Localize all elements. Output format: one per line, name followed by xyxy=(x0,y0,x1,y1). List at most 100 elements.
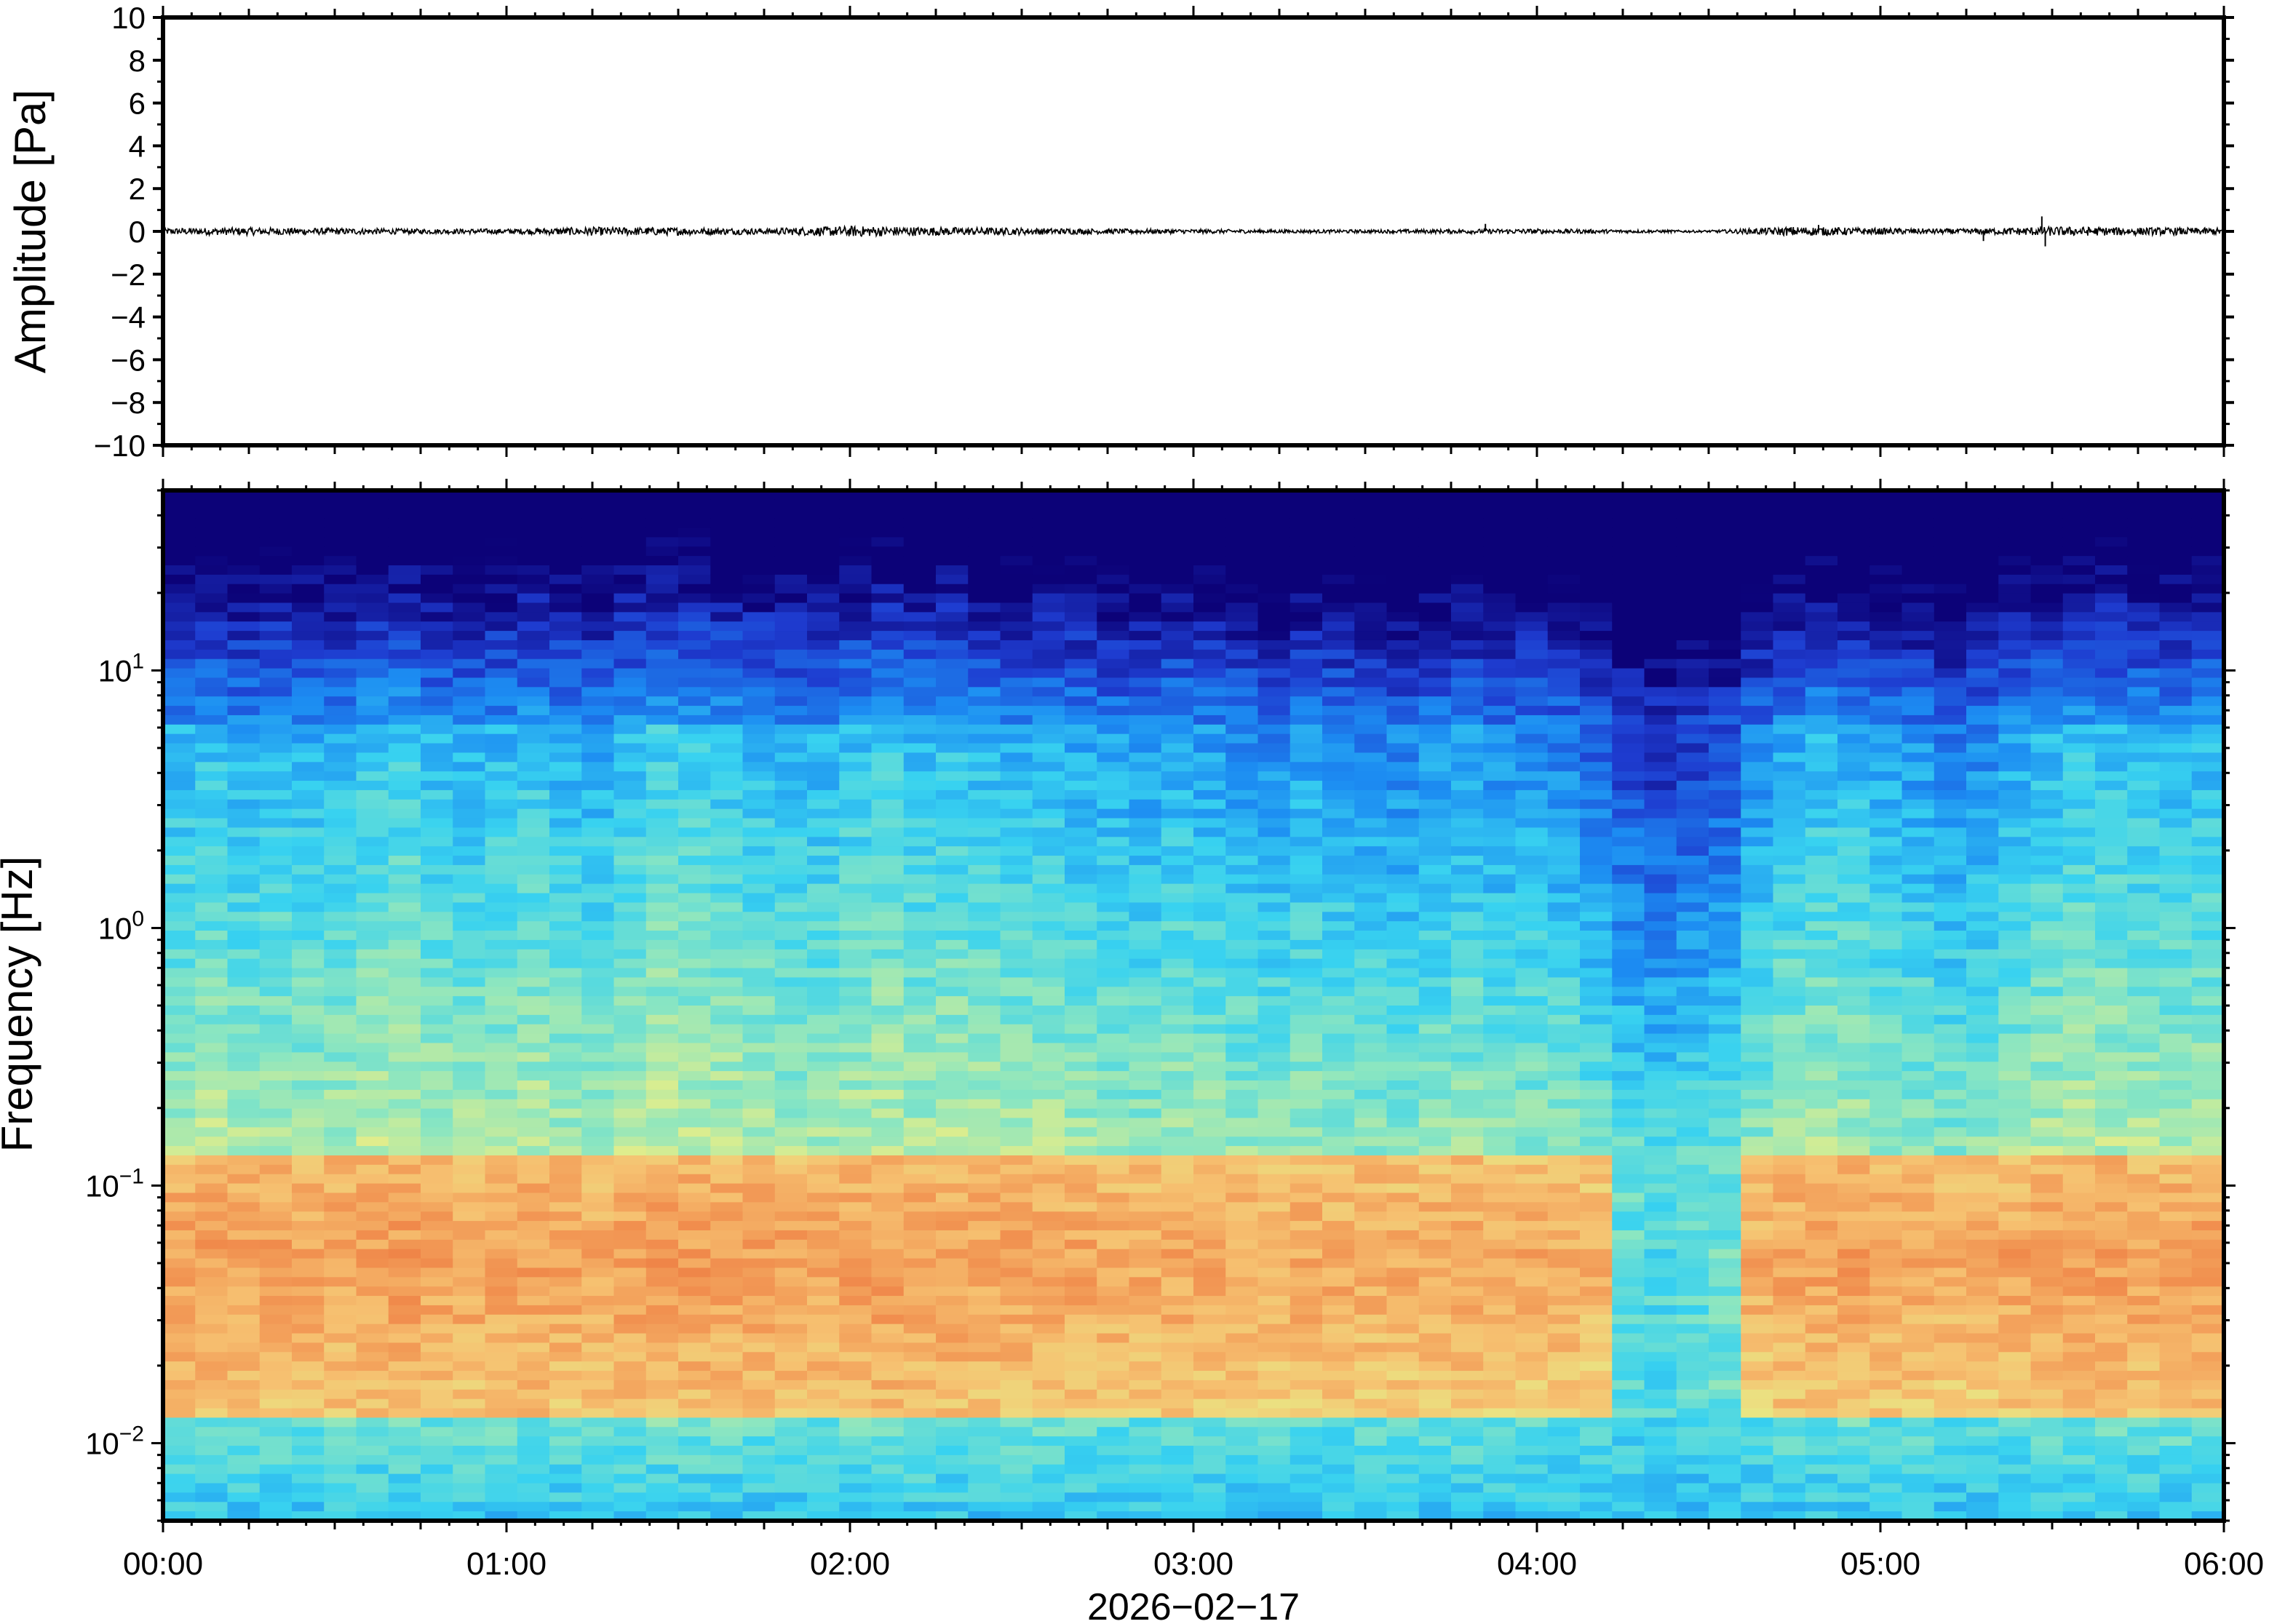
spectrogram-cell xyxy=(1032,1043,1065,1053)
spectrogram-cell xyxy=(227,781,261,791)
spectrogram-cell xyxy=(839,856,873,866)
spectrogram-cell xyxy=(613,528,647,538)
spectrogram-cell xyxy=(1451,799,1484,810)
spectrogram-cell xyxy=(903,1024,937,1035)
spectrogram-cell xyxy=(259,1193,293,1203)
spectrogram-cell xyxy=(968,789,1001,800)
spectrogram-cell xyxy=(1129,1352,1162,1362)
spectrogram-cell xyxy=(710,499,744,510)
spectrogram-cell xyxy=(388,771,421,781)
spectrogram-cell xyxy=(742,1127,776,1137)
spectrogram-cell xyxy=(1257,649,1291,660)
spectrogram-cell xyxy=(1225,593,1259,604)
spectrogram-cell xyxy=(195,546,229,557)
spectrogram-cell xyxy=(581,1033,615,1044)
spectrogram-cell xyxy=(678,1464,711,1475)
spectrogram-cell xyxy=(968,1258,1001,1269)
spectrogram-cell xyxy=(1257,556,1291,566)
spectrogram-cell xyxy=(388,1014,421,1025)
spectrogram-cell xyxy=(1354,1258,1388,1269)
spectrogram-cell xyxy=(1129,687,1162,697)
spectrogram-cell xyxy=(227,584,261,594)
spectrogram-cell xyxy=(710,1305,744,1315)
spectrogram-cell xyxy=(1161,864,1194,875)
spectrogram-cell xyxy=(485,864,518,875)
spectrogram-cell xyxy=(453,1446,486,1456)
spectrogram-cell xyxy=(581,499,615,510)
spectrogram-cell xyxy=(774,1277,808,1287)
spectrogram-cell xyxy=(1000,808,1033,819)
spectrogram-cell xyxy=(227,696,261,706)
spectrogram-cell xyxy=(1451,1305,1484,1315)
spectrogram-cell xyxy=(1161,1492,1194,1502)
spectrogram-cell xyxy=(1065,687,1097,697)
spectrogram-cell xyxy=(259,883,293,894)
spectrogram-cell xyxy=(1097,574,1130,585)
spectrogram-cell xyxy=(710,677,744,688)
spectrogram-cell xyxy=(1032,1267,1065,1278)
spectrogram-cell xyxy=(356,1089,389,1100)
spectrogram-cell xyxy=(1386,1333,1420,1344)
spectrogram-cell xyxy=(485,1305,518,1315)
spectrogram-cell xyxy=(1161,556,1194,566)
spectrogram-cell xyxy=(1225,1408,1259,1418)
spectrogram-cell xyxy=(292,490,325,501)
spectrogram-cell xyxy=(807,1137,840,1147)
spectrogram-cell xyxy=(1418,1155,1452,1166)
spectrogram-cell xyxy=(356,808,389,819)
spectrogram-cell xyxy=(421,939,453,950)
spectrogram-cell xyxy=(421,1043,453,1053)
spectrogram-cell xyxy=(1418,1221,1452,1231)
spectrogram-cell xyxy=(645,893,679,903)
spectrogram-cell xyxy=(1097,621,1130,632)
spectrogram-cell xyxy=(1354,602,1388,613)
spectrogram-cell xyxy=(324,1483,357,1493)
spectrogram-cell xyxy=(1032,1352,1065,1362)
spectrogram-cell xyxy=(1161,1099,1194,1110)
spectrogram-cell xyxy=(645,1071,679,1081)
spectrogram-cell xyxy=(1065,1006,1097,1016)
spectrogram-cell xyxy=(1000,1436,1033,1446)
spectrogram-cell xyxy=(1032,649,1065,660)
spectrogram-cell xyxy=(613,640,647,650)
spectrogram-cell xyxy=(1386,1342,1420,1353)
spectrogram-cell xyxy=(1290,799,1323,810)
spectrogram-cell xyxy=(453,696,486,706)
spectrogram-cell xyxy=(1290,602,1323,613)
spectrogram-cell xyxy=(549,939,582,950)
spectrogram-cell xyxy=(453,1314,486,1325)
spectrogram-cell xyxy=(259,902,293,912)
spectrogram-cell xyxy=(581,799,615,810)
spectrogram-cell xyxy=(356,1352,389,1362)
spectrogram-cell xyxy=(1418,631,1452,641)
spectrogram-cell xyxy=(936,574,969,585)
spectrogram-cell xyxy=(421,1014,453,1025)
spectrogram-cell xyxy=(388,1164,421,1175)
spectrogram-cell xyxy=(774,1118,808,1128)
spectrogram-cell xyxy=(1257,696,1291,706)
spectrogram-cell xyxy=(581,1146,615,1156)
spectrogram-cell xyxy=(195,528,229,538)
spectrogram-cell xyxy=(1257,706,1291,716)
spectrogram-cell xyxy=(1483,1324,1517,1334)
spectrogram-cell xyxy=(388,1062,421,1072)
spectrogram-cell xyxy=(1418,1342,1452,1353)
spectrogram-cell xyxy=(936,1483,969,1493)
spectrogram-cell xyxy=(485,1417,518,1428)
spectrogram-cell xyxy=(613,687,647,697)
spectrogram-cell xyxy=(742,846,776,856)
spectrogram-cell xyxy=(227,1277,261,1287)
spectrogram-cell xyxy=(421,1164,453,1175)
spectrogram-cell xyxy=(1418,996,1452,1006)
spectrogram-cell xyxy=(1547,565,1581,576)
spectrogram-cell xyxy=(581,1380,615,1390)
spectrogram-cell xyxy=(839,799,873,810)
spectrogram-cell xyxy=(1354,1043,1388,1053)
spectrogram-cell xyxy=(1290,1249,1323,1259)
spectrogram-cell xyxy=(1386,509,1420,520)
spectrogram-cell xyxy=(1257,509,1291,520)
spectrogram-cell xyxy=(163,1286,196,1297)
spectrogram-cell xyxy=(485,1436,518,1446)
spectrogram-cell xyxy=(839,1483,873,1493)
spectrogram-cell xyxy=(645,1202,679,1212)
